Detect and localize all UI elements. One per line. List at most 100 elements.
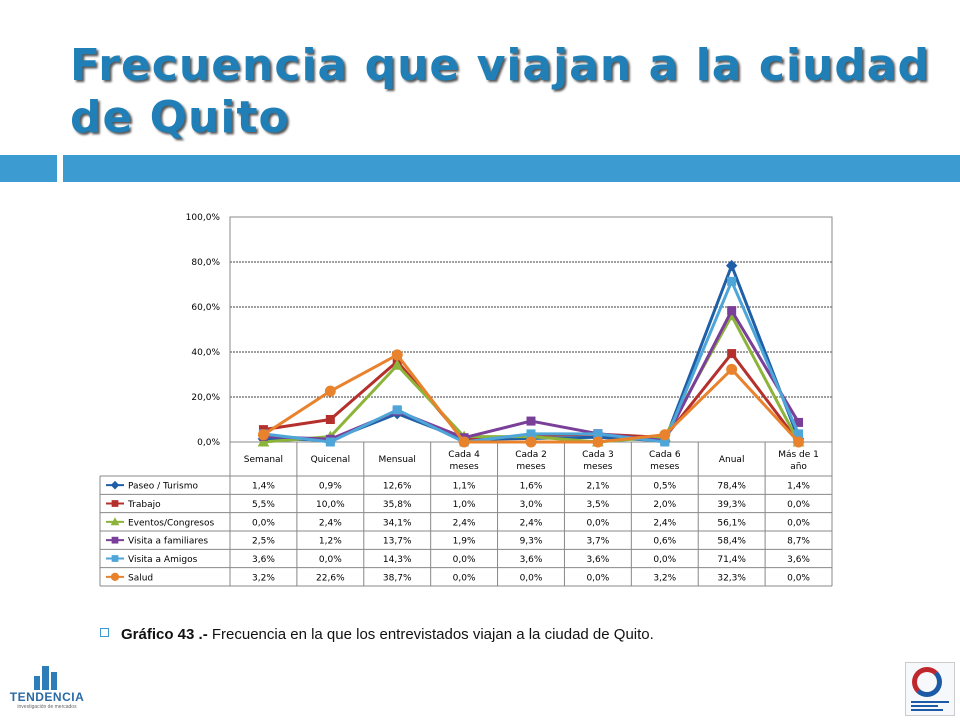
x-category-label: Mensual <box>379 455 416 465</box>
legend-marker <box>110 572 120 581</box>
legend-marker <box>111 555 119 562</box>
legend-entry: Trabajo <box>127 500 161 510</box>
table-cell-value: 3,5% <box>586 500 609 510</box>
logo-wordmark: TENDENCIA <box>9 690 85 704</box>
table-cell-value: 1,1% <box>453 482 476 492</box>
table-cell-value: 5,5% <box>252 500 275 510</box>
legend-entry: Visita a familiares <box>128 537 208 547</box>
table-cell-value: 0,0% <box>520 573 543 583</box>
y-tick-label: 60,0% <box>191 303 220 313</box>
data-point <box>257 429 269 441</box>
data-point <box>726 363 738 375</box>
table-cell-value: 14,3% <box>383 555 412 565</box>
table-cell-value: 2,4% <box>453 518 476 528</box>
table-cell-value: 35,8% <box>383 500 412 510</box>
data-point <box>325 415 335 424</box>
table-cell-value: 2,5% <box>252 537 275 547</box>
data-point <box>793 436 805 448</box>
y-tick-label: 0,0% <box>197 438 220 448</box>
x-category-label: año <box>790 462 807 472</box>
table-cell-value: 0,0% <box>453 573 476 583</box>
table-cell-value: 32,3% <box>717 573 746 583</box>
table-cell-value: 22,6% <box>316 573 345 583</box>
legend-marker <box>111 536 119 544</box>
table-cell-value: 38,7% <box>383 573 412 583</box>
table-cell-value: 3,6% <box>520 555 543 565</box>
x-category-label: meses <box>449 462 479 472</box>
x-category-label: Cada 3 <box>582 450 614 460</box>
table-cell-value: 13,7% <box>383 537 412 547</box>
data-point <box>458 436 470 448</box>
slide-title: Frecuencia que viajan a la ciudad de Qui… <box>70 40 930 143</box>
table-cell-value: 3,6% <box>787 555 810 565</box>
logo-tagline: investigación de mercados <box>17 704 77 710</box>
tendencia-logo: TENDENCIA investigación de mercados <box>6 666 88 712</box>
legend-marker <box>111 500 119 507</box>
data-point <box>727 306 737 316</box>
table-cell-value: 0,0% <box>787 518 810 528</box>
table-cell-value: 0,0% <box>586 573 609 583</box>
data-point <box>592 436 604 448</box>
table-cell-value: 58,4% <box>717 537 746 547</box>
data-point <box>727 349 737 359</box>
accent-bar-right <box>63 155 960 182</box>
table-cell-value: 1,2% <box>319 537 342 547</box>
data-point <box>725 259 738 272</box>
legend-entry: Paseo / Turismo <box>128 482 199 492</box>
legend-entry: Eventos/Congresos <box>128 518 214 528</box>
figure-caption: Gráfico 43 .- Frecuencia en la que los e… <box>100 626 900 643</box>
data-point <box>391 349 403 361</box>
table-cell-value: 0,5% <box>653 482 676 492</box>
y-tick-label: 100,0% <box>186 213 221 223</box>
data-point <box>659 429 671 441</box>
chart-container <box>97 199 835 589</box>
table-cell-value: 2,1% <box>586 482 609 492</box>
table-cell-value: 3,7% <box>586 537 609 547</box>
x-category-label: Semanal <box>244 455 283 465</box>
caption-text: Frecuencia en la que los entrevistados v… <box>207 626 654 643</box>
data-point <box>324 385 336 397</box>
x-category-label: Quicenal <box>311 455 351 465</box>
table-cell-value: 0,0% <box>653 555 676 565</box>
x-category-label: Cada 6 <box>649 450 681 460</box>
table-cell-value: 71,4% <box>717 555 746 565</box>
table-cell-value: 1,0% <box>453 500 476 510</box>
building-icon <box>32 666 62 690</box>
accent-bar-left <box>0 155 57 182</box>
table-cell-value: 0,6% <box>653 537 676 547</box>
table-cell-value: 3,0% <box>520 500 543 510</box>
table-cell-value: 9,3% <box>520 537 543 547</box>
table-cell-value: 0,0% <box>586 518 609 528</box>
x-category-label: meses <box>516 462 546 472</box>
data-point <box>525 436 537 448</box>
table-cell-value: 2,0% <box>653 500 676 510</box>
data-point <box>325 437 335 447</box>
legend-entry: Visita a Amigos <box>128 555 198 565</box>
y-tick-label: 80,0% <box>191 258 220 268</box>
table-cell-value: 2,4% <box>520 518 543 528</box>
x-category-label: Más de 1 <box>778 450 819 460</box>
y-tick-label: 20,0% <box>191 393 220 403</box>
table-cell-value: 3,2% <box>252 573 275 583</box>
table-cell-value: 10,0% <box>316 500 345 510</box>
table-cell-value: 12,6% <box>383 482 412 492</box>
table-cell-value: 2,4% <box>319 518 342 528</box>
y-tick-label: 40,0% <box>191 348 220 358</box>
table-cell-value: 78,4% <box>717 482 746 492</box>
table-cell-value: 1,6% <box>520 482 543 492</box>
table-cell-value: 34,1% <box>383 518 412 528</box>
data-point <box>257 435 270 447</box>
table-cell-value: 56,1% <box>717 518 746 528</box>
table-cell-value: 0,0% <box>453 555 476 565</box>
table-cell-value: 3,2% <box>653 573 676 583</box>
data-point <box>727 276 737 286</box>
x-category-label: Anual <box>719 455 745 465</box>
bullet-icon <box>100 628 109 637</box>
table-cell-value: 0,0% <box>787 573 810 583</box>
legend-marker <box>110 480 120 490</box>
table-cell-value: 0,0% <box>787 500 810 510</box>
data-point <box>391 359 404 370</box>
table-cell-value: 0,0% <box>252 518 275 528</box>
x-category-label: meses <box>650 462 680 472</box>
